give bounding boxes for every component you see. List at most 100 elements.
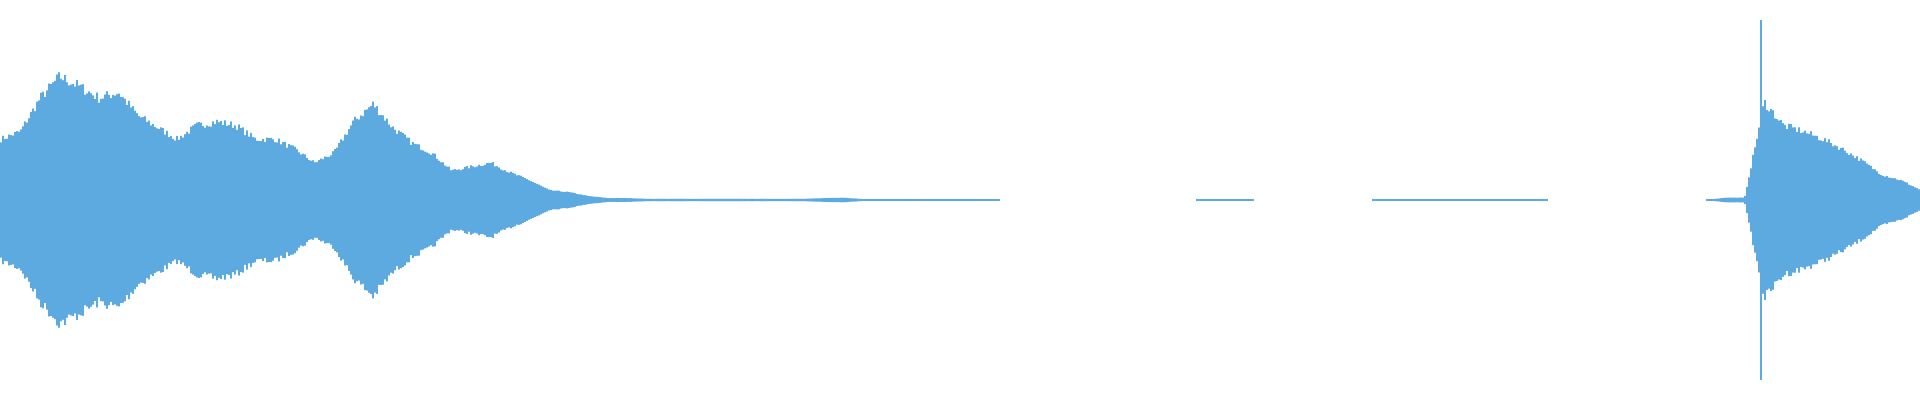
waveform-bar — [1468, 199, 1470, 201]
waveform-bar — [114, 95, 116, 305]
waveform-bar — [244, 135, 246, 265]
waveform-bar — [1482, 199, 1484, 201]
waveform-bar — [1508, 199, 1510, 201]
waveform-bar — [1864, 161, 1866, 239]
waveform-bar — [140, 117, 142, 283]
waveform-bar — [606, 197, 608, 203]
waveform-bar — [228, 125, 230, 275]
waveform-bar — [442, 162, 444, 238]
waveform-bar — [582, 195, 584, 205]
waveform-bar — [74, 86, 76, 314]
waveform-bar — [686, 198, 688, 202]
waveform-bar — [928, 198, 930, 202]
waveform-bar — [440, 162, 442, 238]
waveform-bar — [312, 160, 314, 240]
waveform-bar — [898, 199, 900, 201]
waveform-bar — [1726, 197, 1728, 203]
waveform-bar — [1466, 199, 1468, 201]
waveform-bar — [700, 198, 702, 202]
waveform-bar — [400, 131, 402, 269]
waveform-bar — [742, 198, 744, 202]
waveform-bar — [1446, 199, 1448, 201]
waveform-bar — [374, 107, 376, 293]
waveform-bar — [978, 199, 980, 201]
waveform-bar — [1742, 197, 1744, 203]
waveform-bar — [1390, 199, 1392, 201]
waveform-bar — [690, 198, 692, 202]
waveform-bar — [532, 181, 534, 219]
waveform-bar — [1232, 199, 1234, 201]
waveform-bar — [1234, 199, 1236, 201]
waveform-bar — [1790, 123, 1792, 277]
waveform-bar — [632, 198, 634, 202]
waveform-bar — [1444, 199, 1446, 201]
waveform-bar — [970, 199, 972, 201]
waveform-bar — [1408, 199, 1410, 201]
waveform-bar — [556, 190, 558, 210]
waveform-bar — [564, 191, 566, 209]
waveform-bar — [734, 198, 736, 202]
waveform-bar — [542, 186, 544, 214]
waveform-bar — [108, 94, 110, 306]
waveform-bar — [516, 175, 518, 225]
waveform-bar — [248, 136, 250, 264]
waveform-bar — [1898, 180, 1900, 220]
waveform-bar — [1506, 199, 1508, 201]
waveform-bar — [1504, 199, 1506, 201]
waveform-bar — [1824, 138, 1826, 262]
waveform-bar — [1398, 199, 1400, 201]
waveform-bar — [514, 173, 516, 227]
waveform-bar — [1382, 199, 1384, 201]
waveform-bar — [720, 198, 722, 202]
waveform-bar — [568, 191, 570, 209]
waveform-bar — [292, 145, 294, 255]
waveform-bar — [1512, 199, 1514, 201]
waveform-bar — [988, 199, 990, 201]
waveform-bar — [300, 154, 302, 246]
waveform-bar — [1874, 169, 1876, 231]
waveform-bar — [664, 198, 666, 202]
waveform-bar — [1454, 199, 1456, 201]
waveform-bar — [842, 197, 844, 203]
waveform-bar — [90, 93, 92, 307]
waveform-bar — [1708, 199, 1710, 201]
waveform-bar — [778, 198, 780, 202]
waveform-bar — [808, 198, 810, 202]
waveform-bar — [144, 116, 146, 284]
waveform-bar — [922, 199, 924, 201]
waveform-bar — [382, 115, 384, 285]
waveform-bar — [252, 136, 254, 264]
waveform-bar — [1464, 199, 1466, 201]
waveform-bar — [1380, 199, 1382, 201]
waveform-bar — [1734, 197, 1736, 203]
waveform-bar — [708, 198, 710, 202]
waveform-bar — [536, 183, 538, 217]
waveform-bar — [482, 165, 484, 235]
waveform-bar — [62, 80, 64, 320]
waveform-bar — [1386, 199, 1388, 201]
waveform-bar — [112, 94, 114, 306]
waveform-bar — [334, 149, 336, 251]
waveform-bar — [1540, 199, 1542, 201]
waveform-bar — [232, 127, 234, 273]
waveform-bar — [1842, 147, 1844, 253]
waveform-bar — [512, 172, 514, 228]
waveform-bar — [1800, 133, 1802, 267]
waveform-bar — [1896, 179, 1898, 221]
waveform-bar — [852, 198, 854, 202]
waveform-bar — [774, 198, 776, 202]
waveform-bar — [268, 137, 270, 263]
waveform-bar — [506, 172, 508, 228]
waveform-bar — [1712, 199, 1714, 201]
waveform-bar — [376, 106, 378, 294]
waveform-bar — [464, 166, 466, 234]
waveform-bar — [1844, 150, 1846, 250]
waveform-bar — [554, 190, 556, 210]
waveform-bar — [178, 139, 180, 261]
waveform-bar — [972, 199, 974, 201]
waveform-bar — [198, 121, 200, 279]
waveform-bar — [766, 198, 768, 202]
waveform-bar — [612, 198, 614, 202]
waveform-bar — [226, 125, 228, 275]
waveform-bar — [264, 142, 266, 258]
